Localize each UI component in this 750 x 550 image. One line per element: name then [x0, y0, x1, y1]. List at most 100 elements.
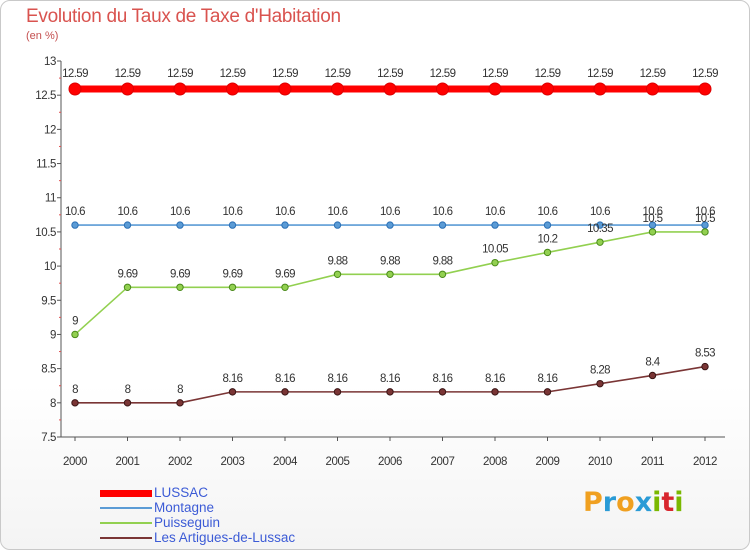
series-point-3 [176, 399, 184, 407]
series-point-0 [541, 82, 554, 96]
series-point-3 [386, 388, 394, 396]
series-point-1 [281, 221, 289, 229]
series-point-0 [331, 82, 344, 96]
series-point-1 [596, 221, 604, 229]
legend-label: LUSSAC [154, 485, 209, 500]
legend-item: Puisseguin [100, 515, 360, 530]
x-tick-label: 2001 [116, 456, 140, 468]
data-label-2: 9 [72, 315, 78, 327]
proxiti-logo: Proxiti [583, 487, 684, 518]
x-tick-label: 2003 [221, 456, 245, 468]
x-tick-label: 2004 [273, 456, 298, 468]
series-point-3 [701, 362, 709, 371]
data-label-2: 10.35 [587, 223, 613, 235]
series-point-3 [228, 388, 237, 396]
y-tick-label: 7.5 [41, 432, 56, 444]
series-point-0 [646, 82, 659, 96]
data-label-3: 8.16 [275, 373, 295, 385]
chart-title: Evolution du Taux de Taxe d'Habitation [26, 6, 341, 27]
series-point-3 [491, 388, 499, 396]
data-label-2: 9.69 [170, 268, 190, 280]
x-tick-label: 2010 [588, 456, 612, 468]
logo-letter: i [674, 487, 684, 518]
x-tick-label: 2002 [168, 456, 192, 468]
data-label-1: 10.6 [118, 206, 138, 218]
data-label-0: 12.59 [430, 68, 456, 80]
series-point-3 [333, 388, 342, 396]
series-point-3 [543, 388, 552, 396]
legend-item: Montagne [100, 500, 360, 515]
data-label-3: 8.16 [538, 373, 558, 385]
logo-letter: P [583, 487, 603, 518]
series-point-0 [383, 82, 397, 96]
y-tick-label: 12 [44, 124, 56, 136]
series-point-1 [438, 221, 447, 229]
data-label-3: 8 [72, 384, 78, 396]
series-point-0 [278, 82, 292, 96]
data-label-1: 10.6 [65, 206, 85, 218]
x-tick-label: 2011 [641, 456, 664, 468]
series-point-1 [333, 221, 342, 229]
data-label-3: 8.16 [433, 373, 453, 385]
series-point-1 [176, 221, 184, 229]
series-point-0 [226, 82, 239, 96]
data-label-2: 9.69 [223, 268, 243, 280]
series-point-3 [596, 379, 604, 388]
series-point-1 [543, 221, 552, 229]
data-label-1: 10.6 [380, 206, 400, 218]
data-label-2: 10.2 [538, 233, 558, 245]
data-label-0: 12.59 [482, 68, 508, 80]
logo-letter: x [634, 487, 653, 518]
series-point-2 [701, 228, 709, 236]
logo-letter: i [652, 487, 662, 518]
logo-letter: t [661, 487, 675, 518]
series-point-2 [491, 258, 499, 267]
series-point-1 [228, 221, 237, 229]
y-tick-label: 8.5 [41, 364, 56, 376]
data-label-3: 8.53 [695, 348, 715, 360]
data-label-0: 12.59 [167, 68, 193, 80]
data-label-2: 10.5 [643, 213, 663, 225]
series-point-2 [386, 270, 394, 278]
data-label-1: 10.6 [643, 206, 663, 218]
series-point-0 [488, 82, 502, 96]
data-label-3: 8.16 [223, 373, 243, 385]
series-point-1 [491, 221, 499, 229]
series-point-2 [176, 283, 184, 291]
data-label-2: 9.69 [275, 268, 295, 280]
y-tick-label: 10 [44, 261, 56, 273]
data-label-0: 12.59 [220, 68, 246, 80]
x-tick-label: 2006 [378, 456, 402, 468]
data-label-1: 10.6 [275, 206, 295, 218]
data-label-2: 9.88 [328, 255, 348, 267]
x-tick-label: 2005 [326, 456, 350, 468]
data-label-0: 12.59 [377, 68, 403, 80]
series-point-3 [648, 371, 657, 380]
series-point-1 [71, 221, 79, 229]
y-tick-label: 8 [50, 398, 56, 410]
legend-swatch [100, 537, 152, 539]
x-tick-label: 2012 [693, 456, 717, 468]
series-point-2 [596, 238, 604, 246]
data-label-3: 8 [125, 384, 131, 396]
data-label-3: 8 [177, 384, 183, 396]
series-point-0 [173, 82, 187, 96]
series-point-2 [333, 270, 342, 278]
series-point-0 [698, 82, 712, 96]
legend-swatch [100, 507, 152, 509]
data-label-0: 12.59 [640, 68, 666, 80]
data-label-3: 8.16 [485, 373, 505, 385]
legend-label: Les Artigues-de-Lussac [154, 530, 296, 545]
data-label-3: 8.16 [328, 373, 348, 385]
series-point-2 [228, 283, 237, 291]
data-label-2: 10.5 [695, 213, 715, 225]
y-tick-label: 9.5 [41, 295, 56, 307]
series-point-3 [281, 388, 289, 396]
data-label-2: 9.88 [433, 255, 453, 267]
series-point-0 [68, 82, 82, 96]
y-tick-label: 13 [44, 56, 56, 68]
series-point-2 [123, 283, 132, 291]
data-label-0: 12.59 [62, 68, 88, 80]
data-label-0: 12.59 [325, 68, 351, 80]
